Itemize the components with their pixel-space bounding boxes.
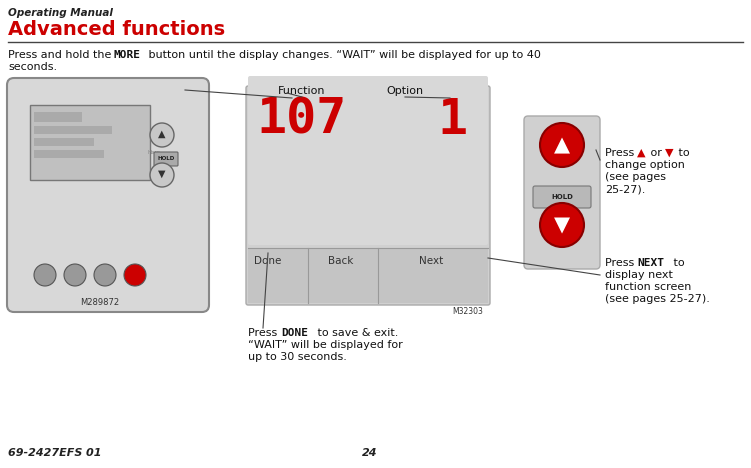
Bar bbox=[34, 150, 104, 158]
Text: button until the display changes. “WAIT” will be displayed for up to 40: button until the display changes. “WAIT”… bbox=[145, 50, 541, 60]
Text: ▲: ▲ bbox=[554, 135, 570, 155]
Bar bbox=[34, 126, 112, 134]
Circle shape bbox=[540, 203, 584, 247]
Text: 1: 1 bbox=[438, 96, 468, 144]
Text: or: or bbox=[647, 148, 665, 158]
Text: change option: change option bbox=[605, 160, 685, 170]
Text: up to 30 seconds.: up to 30 seconds. bbox=[248, 352, 347, 362]
Text: to: to bbox=[675, 148, 689, 158]
Text: Function: Function bbox=[279, 86, 326, 96]
Text: ▲: ▲ bbox=[158, 129, 166, 139]
Text: ▼: ▼ bbox=[158, 169, 166, 179]
Text: Advanced functions: Advanced functions bbox=[8, 20, 225, 39]
Text: (see pages 25-27).: (see pages 25-27). bbox=[605, 294, 710, 304]
Text: “WAIT” will be displayed for: “WAIT” will be displayed for bbox=[248, 340, 403, 350]
Circle shape bbox=[94, 264, 116, 286]
Text: Press: Press bbox=[248, 328, 281, 338]
Text: 69-2427EFS 01: 69-2427EFS 01 bbox=[8, 448, 101, 458]
Text: ▼: ▼ bbox=[554, 215, 570, 235]
Text: (see pages: (see pages bbox=[605, 172, 666, 182]
Text: 107: 107 bbox=[256, 96, 346, 144]
Text: M32303: M32303 bbox=[452, 307, 483, 316]
Bar bbox=[30, 105, 150, 180]
Bar bbox=[248, 248, 488, 303]
Circle shape bbox=[150, 163, 174, 187]
Text: M289872: M289872 bbox=[80, 298, 119, 307]
Text: Option: Option bbox=[387, 86, 424, 96]
Circle shape bbox=[34, 264, 56, 286]
Circle shape bbox=[150, 123, 174, 147]
FancyBboxPatch shape bbox=[533, 186, 591, 208]
FancyBboxPatch shape bbox=[246, 86, 490, 305]
Circle shape bbox=[540, 123, 584, 167]
Text: ▲: ▲ bbox=[637, 148, 646, 158]
FancyBboxPatch shape bbox=[7, 78, 209, 312]
Text: to: to bbox=[670, 258, 685, 268]
Text: seconds.: seconds. bbox=[8, 62, 57, 72]
Text: HOLD: HOLD bbox=[551, 194, 573, 200]
Text: Back: Back bbox=[328, 256, 354, 266]
Text: NEXT: NEXT bbox=[637, 258, 664, 268]
Bar bbox=[34, 112, 82, 122]
Text: Press: Press bbox=[605, 148, 638, 158]
Text: MORE: MORE bbox=[114, 50, 141, 60]
Text: to save & exit.: to save & exit. bbox=[314, 328, 398, 338]
Text: Here: Here bbox=[148, 150, 161, 155]
FancyBboxPatch shape bbox=[524, 116, 600, 269]
Text: Press: Press bbox=[605, 258, 638, 268]
Circle shape bbox=[64, 264, 86, 286]
Text: display next: display next bbox=[605, 270, 673, 280]
Text: Operating Manual: Operating Manual bbox=[8, 8, 113, 18]
Text: HOLD: HOLD bbox=[158, 156, 175, 161]
Text: Next: Next bbox=[419, 256, 443, 266]
FancyBboxPatch shape bbox=[154, 152, 178, 166]
Circle shape bbox=[124, 264, 146, 286]
Text: Done: Done bbox=[255, 256, 282, 266]
Text: 25-27).: 25-27). bbox=[605, 184, 645, 194]
Text: ▼: ▼ bbox=[665, 148, 674, 158]
FancyBboxPatch shape bbox=[248, 76, 488, 245]
Bar bbox=[34, 138, 94, 146]
Text: 24: 24 bbox=[362, 448, 378, 458]
Text: Press and hold the: Press and hold the bbox=[8, 50, 115, 60]
Text: DONE: DONE bbox=[281, 328, 308, 338]
Text: function screen: function screen bbox=[605, 282, 692, 292]
